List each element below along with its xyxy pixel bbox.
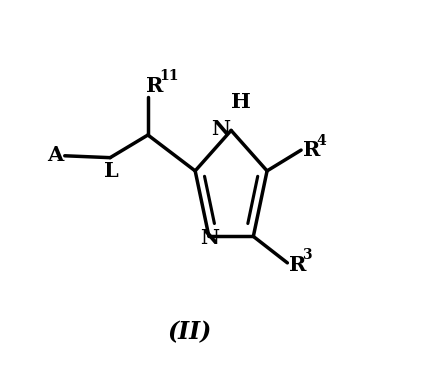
Text: R: R [146,76,163,96]
Text: N: N [200,228,219,248]
Text: R: R [303,140,321,160]
Text: 3: 3 [302,248,312,262]
Text: H: H [231,92,251,112]
Text: L: L [104,161,119,181]
Text: R: R [289,255,307,275]
Text: 11: 11 [159,70,179,84]
Text: 4: 4 [316,134,326,148]
Text: A: A [47,145,64,165]
Text: N: N [211,119,230,138]
Text: (II): (II) [168,321,212,345]
